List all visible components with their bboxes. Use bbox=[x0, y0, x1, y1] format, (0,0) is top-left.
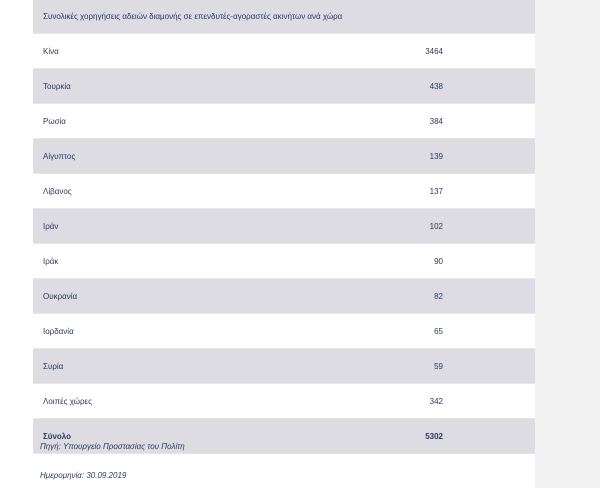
table-row: Αίγυπτος 139 bbox=[33, 138, 535, 174]
value-cell: 342 bbox=[283, 383, 535, 419]
value-cell: 438 bbox=[283, 68, 535, 104]
table-total-row: Σύνολο 5302 bbox=[33, 418, 535, 454]
value-cell: 384 bbox=[283, 103, 535, 139]
country-cell: Ιορδανία bbox=[33, 313, 283, 349]
table-row: Λοιπές χώρες 342 bbox=[33, 383, 535, 419]
country-cell: Ιράκ bbox=[33, 243, 283, 279]
country-cell: Κίνα bbox=[33, 33, 283, 69]
country-cell: Τουρκία bbox=[33, 68, 283, 104]
date-note: Ημερομηνία: 30.09.2019 bbox=[40, 471, 127, 480]
table-row: Λίβανος 137 bbox=[33, 173, 535, 209]
country-cell: Συρία bbox=[33, 348, 283, 384]
table-row: Ουκρανία 82 bbox=[33, 278, 535, 314]
residence-permits-table: Συνολικές χορηγήσεις αδειών διαμονής σε … bbox=[33, 0, 535, 454]
table-row: Ιορδανία 65 bbox=[33, 313, 535, 349]
table-row: Συρία 59 bbox=[33, 348, 535, 384]
table-row: Κίνα 3464 bbox=[33, 33, 535, 69]
country-cell: Λίβανος bbox=[33, 173, 283, 209]
source-note: Πηγή: Υπουργείο Προστασίας του Πολίτη bbox=[40, 442, 185, 451]
table-row: Τουρκία 438 bbox=[33, 68, 535, 104]
right-background-panel bbox=[535, 0, 600, 488]
value-cell: 102 bbox=[283, 208, 535, 244]
country-cell: Ουκρανία bbox=[33, 278, 283, 314]
table-row: Ιράν 102 bbox=[33, 208, 535, 244]
value-cell: 3464 bbox=[283, 33, 535, 69]
total-value: 5302 bbox=[283, 418, 535, 454]
country-cell: Αίγυπτος bbox=[33, 138, 283, 174]
value-cell: 65 bbox=[283, 313, 535, 349]
table-row: Ιράκ 90 bbox=[33, 243, 535, 279]
value-cell: 137 bbox=[283, 173, 535, 209]
value-cell: 59 bbox=[283, 348, 535, 384]
table-title: Συνολικές χορηγήσεις αδειών διαμονής σε … bbox=[33, 0, 535, 34]
table-header-row: Συνολικές χορηγήσεις αδειών διαμονής σε … bbox=[33, 0, 535, 34]
table-row: Ρωσία 384 bbox=[33, 103, 535, 139]
value-cell: 82 bbox=[283, 278, 535, 314]
value-cell: 139 bbox=[283, 138, 535, 174]
value-cell: 90 bbox=[283, 243, 535, 279]
country-cell: Ρωσία bbox=[33, 103, 283, 139]
country-cell: Λοιπές χώρες bbox=[33, 383, 283, 419]
total-label: Σύνολο bbox=[33, 418, 283, 454]
country-cell: Ιράν bbox=[33, 208, 283, 244]
